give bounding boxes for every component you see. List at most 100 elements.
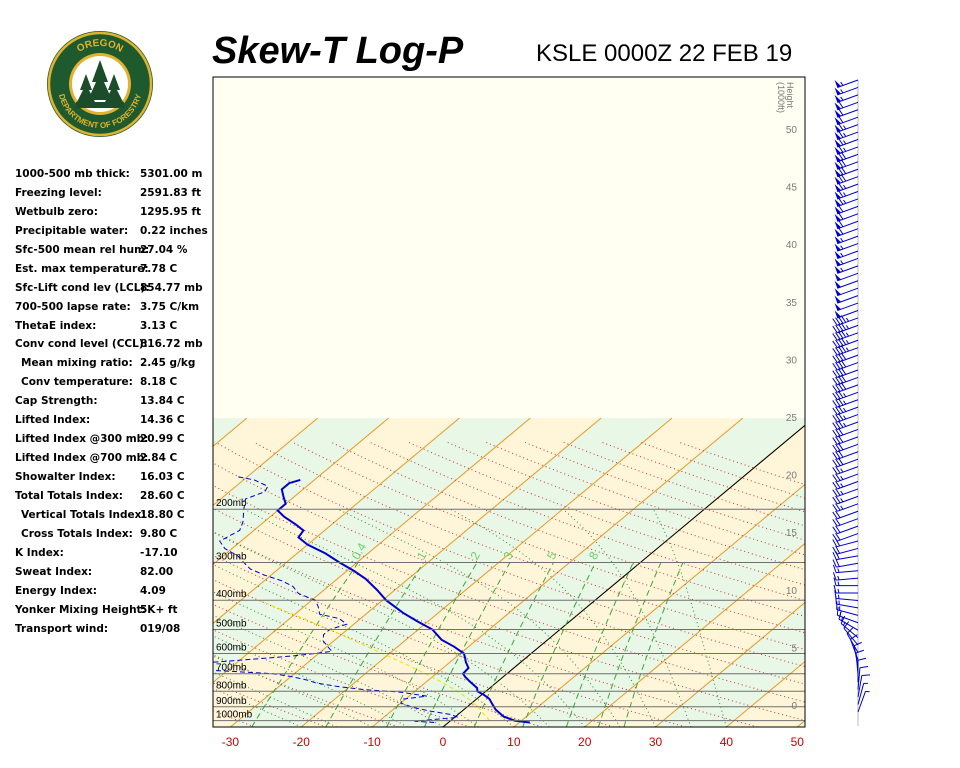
wind-barb — [832, 427, 859, 438]
freezing-isotherm — [442, 424, 805, 727]
wind-barb — [832, 315, 859, 326]
wind-barb — [832, 572, 859, 581]
index-value: 1295.95 ft — [140, 205, 202, 218]
isotherm-band — [0, 418, 105, 727]
wind-barb — [834, 204, 859, 215]
dry-adiabat — [0, 442, 183, 727]
isotherm-band — [0, 418, 34, 727]
index-row: Lifted Index: 14.36 C — [15, 414, 215, 433]
wind-barb — [834, 173, 859, 185]
index-row: Vertical Totals Index: 18.80 C — [15, 509, 215, 528]
height-tick-label: 40 — [786, 240, 798, 251]
wind-barb — [832, 480, 859, 490]
wind-barb — [834, 86, 859, 96]
wind-barb — [834, 108, 859, 118]
x-tick-label: -30 — [222, 735, 240, 749]
wind-barb — [834, 287, 859, 297]
isotherm-line — [213, 417, 318, 507]
wind-barb — [832, 330, 859, 341]
index-label: Sfc-500 mean rel hum: — [15, 243, 150, 256]
isobar-label: 1000mb — [216, 710, 253, 721]
index-row: Precipitable water: 0.22 inches — [15, 225, 215, 244]
wind-barb — [834, 250, 859, 260]
index-value: 816.72 mb — [140, 338, 203, 351]
wind-barb — [834, 145, 859, 155]
isobar-label: 700mb — [216, 663, 247, 674]
height-tick-label: 30 — [786, 355, 798, 366]
wind-barb — [843, 621, 859, 646]
wind-barb — [834, 212, 859, 222]
dewpoint-profile-line — [213, 476, 459, 723]
moist-adiabat — [337, 508, 621, 727]
wind-barb — [832, 558, 859, 568]
x-tick-label: 30 — [649, 735, 663, 749]
index-value: 4.09 — [140, 584, 166, 597]
index-label: K Index: — [15, 546, 64, 559]
wind-barb — [832, 503, 859, 512]
height-tick-label: 20 — [786, 471, 798, 482]
x-tick-label: -10 — [363, 735, 381, 749]
dry-adiabat — [485, 441, 805, 556]
mixing-ratio-line — [386, 562, 478, 727]
wind-barb — [832, 518, 859, 527]
tree-icon — [76, 60, 124, 108]
wind-barb — [836, 601, 859, 616]
wind-barb — [857, 657, 867, 683]
wind-barb — [834, 79, 859, 88]
x-tick-label: 0 — [440, 735, 447, 749]
wind-barb — [834, 100, 859, 111]
wind-barb — [832, 345, 859, 356]
index-row: Sfc-500 mean rel hum: 27.04 % — [15, 244, 215, 263]
index-value: 3.13 C — [140, 319, 178, 332]
wind-barb — [834, 94, 859, 103]
index-value: 854.77 mb — [140, 281, 203, 294]
isotherm-line — [230, 417, 602, 727]
isobar-label: 500mb — [216, 619, 247, 630]
dry-adiabat — [213, 579, 615, 727]
index-value: 0.22 inches — [140, 224, 208, 237]
plot-frame — [212, 76, 806, 728]
index-label: Mean mixing ratio: — [21, 357, 133, 370]
wind-barb — [832, 405, 859, 416]
wind-barb — [834, 310, 859, 319]
index-row: Lifted Index @300 mb: 20.99 C — [15, 433, 215, 452]
index-label: Freezing level: — [15, 186, 102, 199]
index-row: Freezing level: 2591.83 ft — [15, 187, 215, 206]
isotherm-band — [372, 418, 805, 727]
index-row: K Index: -17.10 — [15, 547, 215, 566]
wind-barb — [834, 130, 859, 141]
index-label: Conv temperature: — [21, 376, 133, 389]
wind-barb — [834, 137, 859, 148]
isotherm-line — [513, 483, 805, 727]
chart-title: Skew-T Log-P — [212, 30, 464, 72]
index-value: 14.36 C — [140, 414, 185, 427]
wind-barb — [832, 322, 859, 334]
index-label: 1000-500 mb thick: — [15, 168, 130, 180]
isotherm-line — [868, 418, 960, 727]
index-label: Conv cond level (CCL): — [15, 338, 148, 351]
x-tick-label: 40 — [720, 735, 734, 749]
moist-adiabat — [213, 654, 373, 727]
wind-barb — [834, 122, 859, 133]
index-row: Est. max temperature: 7.78 C — [15, 263, 215, 282]
height-axis-units: (1000ft) — [776, 82, 786, 113]
isotherm-line — [796, 719, 805, 727]
moist-adiabat — [562, 508, 692, 727]
height-tick-label: 25 — [786, 413, 798, 424]
wind-barb — [834, 159, 859, 170]
wind-barb — [834, 295, 859, 304]
height-tick-label: 5 — [791, 643, 797, 654]
index-label: Sweat Index: — [15, 565, 93, 578]
index-value: 9.80 C — [140, 527, 178, 540]
dry-adiabat — [214, 441, 805, 668]
index-label: Transport wind: — [15, 622, 109, 635]
index-value: 28.60 C — [140, 489, 185, 502]
index-value: 8.18 C — [140, 376, 178, 389]
wind-barb — [833, 584, 858, 594]
wind-barb — [832, 359, 859, 371]
index-label: Sfc-Lift cond lev (LCL): — [15, 281, 150, 294]
index-row: Showalter Index: 16.03 C — [15, 471, 215, 490]
wind-barb — [832, 367, 859, 378]
wind-barb — [832, 551, 859, 561]
wind-barb — [834, 265, 859, 274]
